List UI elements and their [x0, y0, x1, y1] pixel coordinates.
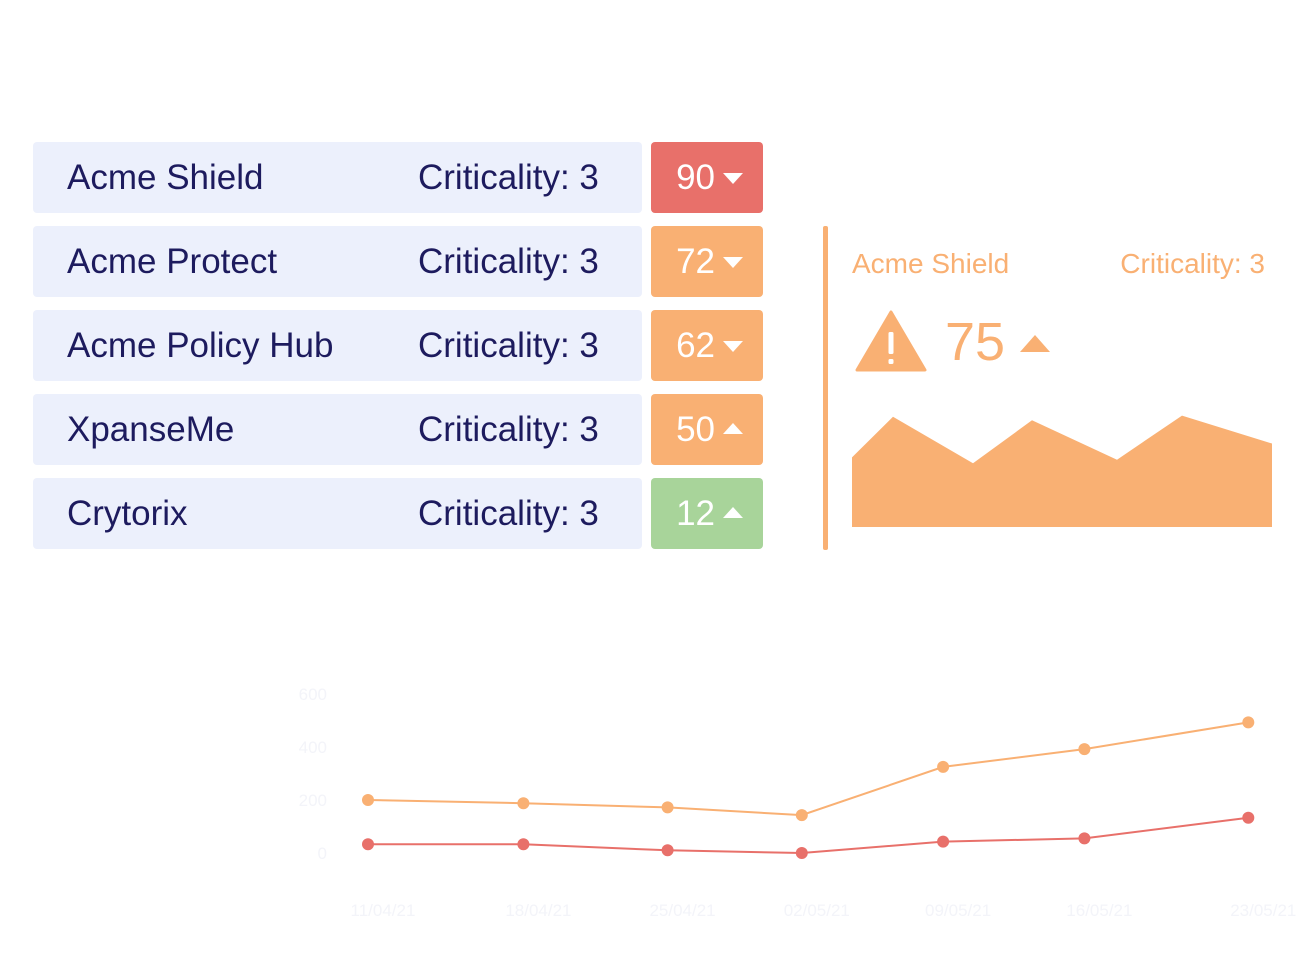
product-card[interactable]: Acme Shield Criticality: 3 — [33, 142, 642, 213]
series-point — [1078, 832, 1091, 845]
product-criticality: Criticality: 3 — [418, 326, 599, 365]
series-point — [362, 838, 374, 851]
series-point — [1078, 743, 1091, 756]
product-criticality: Criticality: 3 — [418, 494, 599, 533]
series-point — [1242, 811, 1255, 824]
product-row: XpanseMe Criticality: 3 50 — [33, 394, 763, 465]
product-name: Acme Policy Hub — [67, 326, 334, 365]
detail-score: 75 — [945, 312, 1006, 372]
series-point — [937, 760, 950, 773]
series-line — [368, 816, 1249, 855]
product-list: Acme Shield Criticality: 3 90 Acme Protect C… — [33, 142, 763, 562]
detail-product-name: Acme Shield — [852, 248, 1010, 279]
series-line — [367, 721, 1249, 817]
series-point — [1242, 716, 1255, 729]
triangle-down-icon — [723, 341, 743, 352]
triangle-up-icon — [723, 423, 743, 434]
product-name: Acme Protect — [67, 242, 278, 281]
x-tick-label: 25/04/21 — [649, 901, 715, 920]
product-criticality: Criticality: 3 — [418, 242, 599, 281]
score-sparkline — [852, 415, 1272, 527]
x-tick-label: 09/05/21 — [925, 901, 991, 920]
triangle-down-icon — [723, 173, 743, 184]
score-badge[interactable]: 90 — [651, 142, 763, 213]
panel-divider — [823, 226, 828, 550]
product-row: Crytorix Criticality: 3 12 — [33, 478, 763, 549]
product-row: Acme Policy Hub Criticality: 3 62 — [33, 310, 763, 381]
series-point — [937, 835, 950, 848]
series-point — [795, 809, 808, 822]
product-detail-panel: Acme Shield Criticality: 3 75 — [823, 226, 1283, 550]
series-point — [795, 847, 808, 859]
product-criticality: Criticality: 3 — [418, 410, 599, 449]
product-card[interactable]: XpanseMe Criticality: 3 — [33, 394, 642, 465]
series-point — [362, 794, 374, 806]
y-tick-label: 200 — [299, 791, 327, 810]
product-row: Acme Shield Criticality: 3 90 — [33, 142, 763, 213]
x-tick-label: 11/04/21 — [351, 901, 416, 920]
score-badge[interactable]: 72 — [651, 226, 763, 297]
y-tick-label: 400 — [299, 738, 327, 757]
series-point — [517, 797, 530, 810]
x-tick-label: 16/05/21 — [1066, 901, 1132, 920]
score-value: 72 — [676, 242, 715, 281]
x-tick-label: 23/05/21 — [1230, 901, 1296, 920]
score-badge[interactable]: 62 — [651, 310, 763, 381]
product-name: XpanseMe — [67, 410, 235, 449]
score-value: 62 — [676, 326, 715, 365]
series-point — [661, 844, 674, 857]
warning-icon — [855, 310, 927, 372]
y-tick-label: 0 — [318, 844, 327, 863]
product-row: Acme Protect Criticality: 3 72 — [33, 226, 763, 297]
x-tick-label: 02/05/21 — [784, 901, 850, 920]
y-tick-label: 600 — [299, 685, 327, 704]
score-value: 50 — [676, 410, 715, 449]
trend-line-chart: 0 200 400 600 11/04/21 18/04/21 25/04/21 02/05/… — [299, 685, 1297, 920]
score-value: 90 — [676, 158, 715, 197]
series-point — [661, 801, 674, 814]
x-tick-label: 18/04/21 — [505, 901, 571, 920]
triangle-up-icon — [723, 507, 743, 518]
detail-criticality: Criticality: 3 — [1120, 248, 1265, 279]
product-criticality: Criticality: 3 — [418, 158, 599, 197]
product-name: Acme Shield — [67, 158, 264, 197]
product-card[interactable]: Acme Protect Criticality: 3 — [33, 226, 642, 297]
sparkline-area — [852, 415, 1272, 527]
series-point — [517, 838, 530, 851]
triangle-down-icon — [723, 257, 743, 268]
product-card[interactable]: Crytorix Criticality: 3 — [33, 478, 642, 549]
triangle-up-icon — [1020, 335, 1050, 352]
score-value: 12 — [676, 494, 715, 533]
product-card[interactable]: Acme Policy Hub Criticality: 3 — [33, 310, 642, 381]
score-badge[interactable]: 50 — [651, 394, 763, 465]
product-name: Crytorix — [67, 494, 188, 533]
score-badge[interactable]: 12 — [651, 478, 763, 549]
